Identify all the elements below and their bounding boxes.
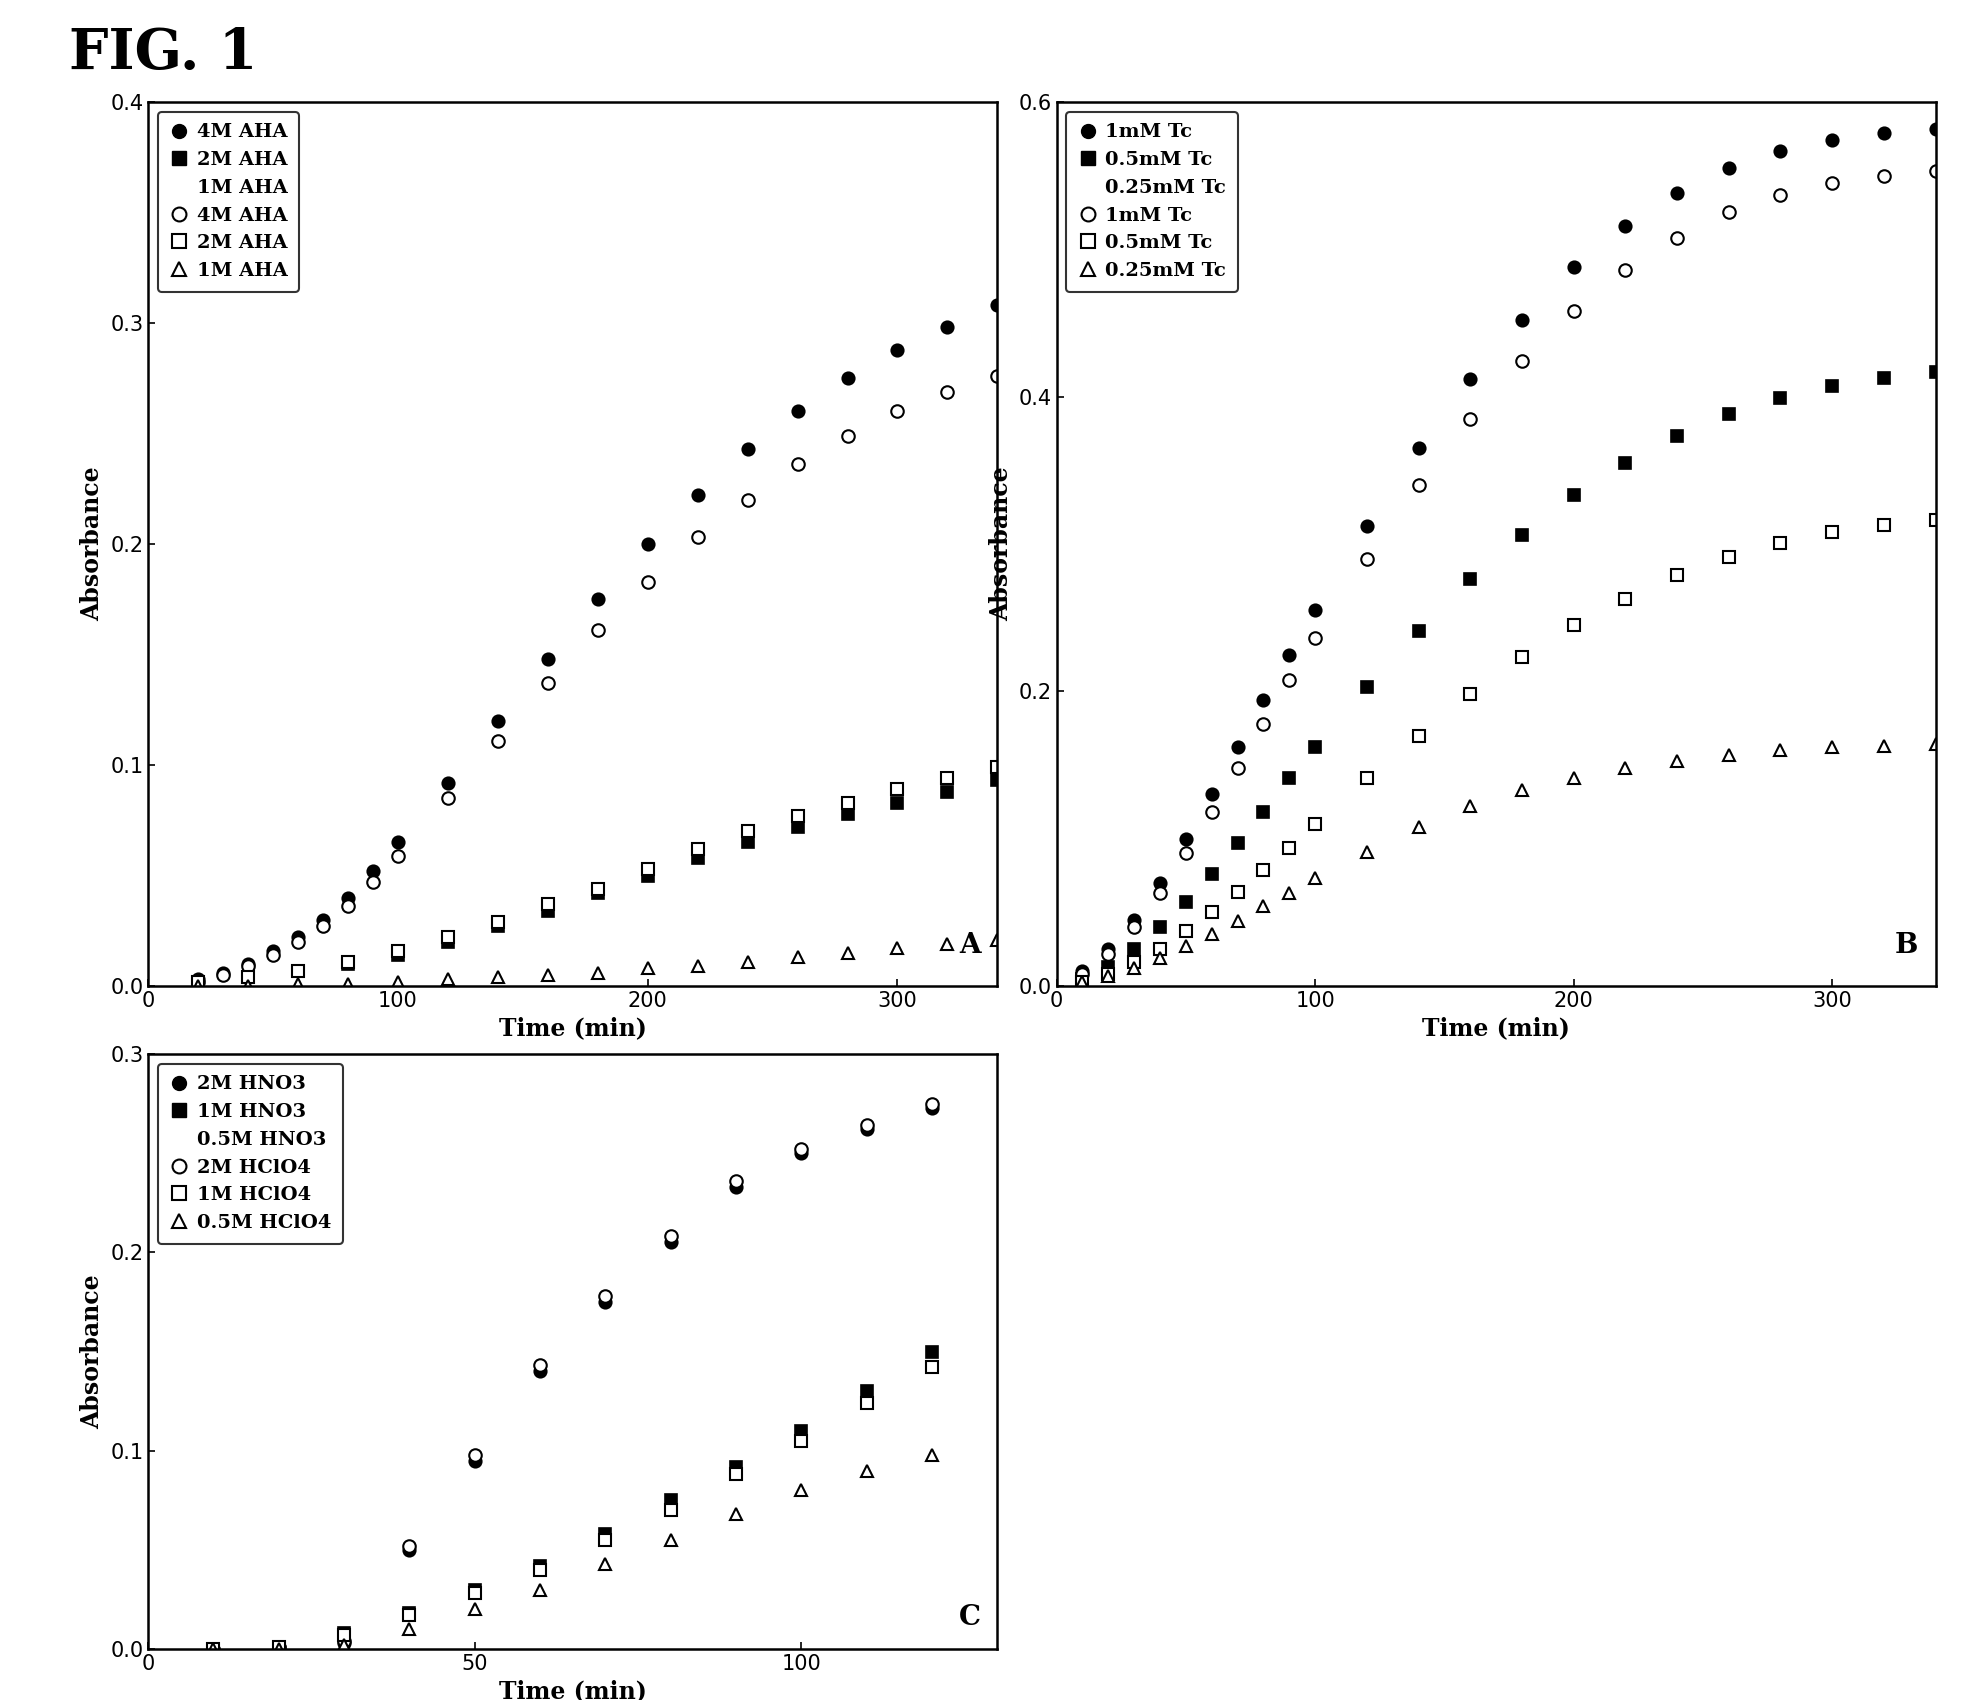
Text: C: C xyxy=(958,1605,980,1632)
X-axis label: Time (min): Time (min) xyxy=(500,1017,646,1040)
Legend: 4M AHA, 2M AHA, 1M AHA, 4M AHA, 2M AHA, 1M AHA: 4M AHA, 2M AHA, 1M AHA, 4M AHA, 2M AHA, … xyxy=(158,112,298,292)
Legend: 2M HNO3, 1M HNO3, 0.5M HNO3, 2M HClO4, 1M HClO4, 0.5M HClO4: 2M HNO3, 1M HNO3, 0.5M HNO3, 2M HClO4, 1… xyxy=(158,1064,344,1244)
Legend: 1mM Tc, 0.5mM Tc, 0.25mM Tc, 1mM Tc, 0.5mM Tc, 0.25mM Tc: 1mM Tc, 0.5mM Tc, 0.25mM Tc, 1mM Tc, 0.5… xyxy=(1066,112,1238,292)
X-axis label: Time (min): Time (min) xyxy=(500,1680,646,1700)
Y-axis label: Absorbance: Absorbance xyxy=(81,1275,105,1428)
Text: B: B xyxy=(1894,933,1918,959)
Y-axis label: Absorbance: Absorbance xyxy=(81,468,105,620)
Text: FIG. 1: FIG. 1 xyxy=(69,26,257,80)
Text: A: A xyxy=(958,933,980,959)
Y-axis label: Absorbance: Absorbance xyxy=(989,468,1013,620)
X-axis label: Time (min): Time (min) xyxy=(1422,1017,1570,1040)
